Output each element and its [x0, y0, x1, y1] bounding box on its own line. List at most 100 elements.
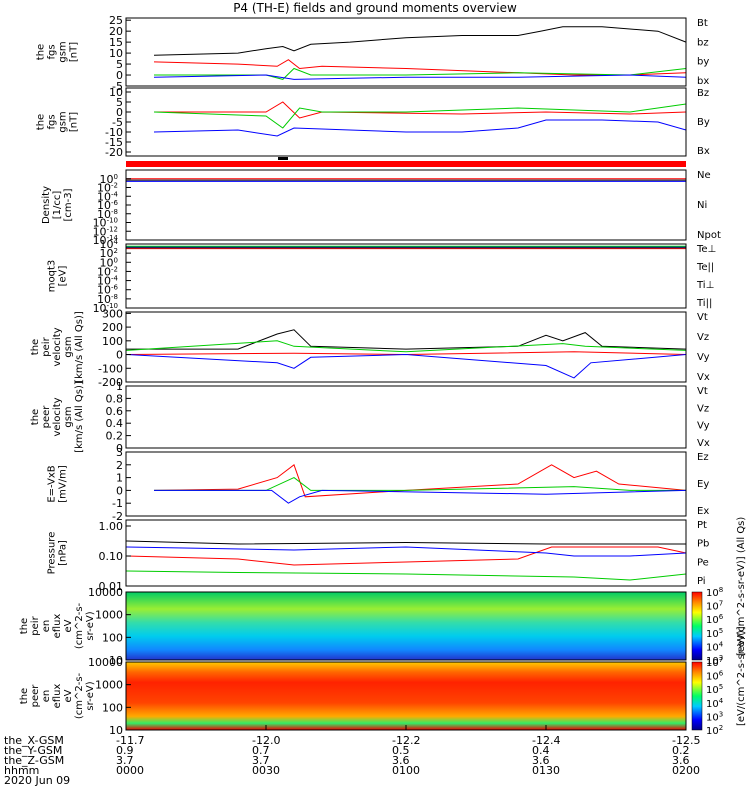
y-tick-label: 1.00: [99, 520, 124, 533]
y-axis-label: velocity: [52, 327, 63, 366]
series-Pi: [125, 546, 687, 557]
panel-frame: [125, 17, 687, 87]
series-Vx: [125, 353, 687, 379]
legend-Vy: Vy: [697, 352, 710, 363]
colorbar-tick: 106: [706, 670, 724, 683]
x-tick-label: -12.5: [672, 734, 701, 747]
y-axis-label: Pressure: [47, 532, 58, 575]
series-By: [153, 103, 687, 129]
y-axis-label: fgs: [47, 44, 58, 59]
colorbar-tick: 107: [706, 656, 723, 669]
y-tick-label: 15: [109, 36, 123, 49]
x-tick-label: 0.7: [252, 744, 270, 757]
y-axis-label: gsm: [63, 406, 74, 427]
colorbar-tick: 106: [706, 613, 724, 626]
colorbar-tick: 102: [706, 724, 723, 737]
status-mark: [278, 157, 288, 160]
x-tick-label: 0.9: [116, 744, 134, 757]
legend-bx: bx: [697, 76, 709, 87]
y-tick-label: 0.6: [106, 405, 124, 418]
y-axis-label: [1/cc]: [52, 191, 63, 220]
y-axis-label: peer: [41, 405, 52, 429]
series-Ex: [154, 489, 687, 504]
legend-Ez: Ez: [697, 452, 709, 463]
series-Bz: [154, 101, 687, 119]
y-axis-label: eflux: [52, 614, 63, 639]
panel-6: 10.80.60.40.20 the peer velocity gsm [km/s (A…: [30, 380, 710, 455]
spectrogram-10: [126, 662, 686, 730]
y-tick-label: 100: [102, 335, 123, 348]
legend-Bt: Bt: [697, 18, 708, 29]
x-tick-label: -12.2: [392, 734, 421, 747]
series-bz: [153, 59, 687, 76]
x-row-label: the_X-GSM: [4, 734, 64, 747]
y-tick-label: 5: [116, 58, 123, 71]
y-axis-label: moqt3: [47, 260, 58, 293]
y-tick-label: 10: [109, 654, 123, 667]
y-tick-label: 10000: [88, 656, 123, 669]
y-tick-label: -2: [112, 510, 123, 523]
panel-frame: [125, 591, 687, 661]
y-axis-label: Density: [41, 186, 52, 224]
y-axis-label: en: [41, 690, 52, 703]
status-bar: [126, 161, 686, 167]
y-tick-label: -200: [98, 376, 123, 389]
y-axis-label: [nPa]: [58, 540, 69, 566]
y-axis-label: peir: [41, 336, 52, 356]
x-tick-label: 0.2: [672, 744, 690, 757]
y-tick-label: 5: [116, 96, 123, 109]
panel-frame: [125, 87, 687, 157]
y-tick-label: 10: [109, 47, 123, 60]
legend-Ti||: Ti||: [696, 298, 712, 309]
x-tick-label: 0100: [392, 764, 420, 777]
series-Vy: [125, 340, 687, 353]
panel-frame: [125, 451, 687, 517]
y-tick-label: 200: [102, 321, 123, 334]
y-axis-label: eV: [63, 689, 74, 702]
legend-Vt: Vt: [697, 312, 708, 323]
colorbar-tick: 108: [706, 586, 723, 599]
colorbar-tick: 105: [706, 683, 723, 696]
legend-bz: bz: [697, 37, 709, 48]
y-axis-label: gsm: [63, 336, 74, 357]
x-tick-label: 3.6: [392, 754, 410, 767]
legend-Pe: Pe: [697, 557, 709, 568]
x-tick-label: -11.7: [116, 734, 145, 747]
x-tick-label: 3.6: [532, 754, 550, 767]
series-Ez: [153, 463, 687, 498]
y-tick-label: 10000: [88, 586, 123, 599]
x-tick-label: 3.7: [252, 754, 270, 767]
legend-Pi: Pi: [697, 576, 706, 587]
y-axis-label: [mV/m]: [58, 465, 69, 503]
y-axis-label: the: [36, 114, 47, 130]
y-tick-label: 0.01: [99, 580, 124, 593]
series-Bt: [153, 26, 687, 56]
x-row-label: the_Z-GSM: [4, 754, 65, 767]
x-tick-label: 0130: [532, 764, 560, 777]
y-axis-label: the: [36, 44, 47, 60]
y-axis-label: the: [19, 688, 30, 704]
legend-Bz: Bz: [697, 88, 709, 99]
y-axis-label: sr-eV): [85, 681, 96, 710]
y-tick-label: -15: [105, 136, 123, 149]
legend-Vx: Vx: [697, 438, 710, 449]
y-axis-label: sr-eV): [85, 611, 96, 640]
panel-frame: [125, 519, 687, 587]
colorbar-label: [eV/(cm^2-s-sr-eV)] (All Qs): [736, 517, 747, 656]
legend-Vz: Vz: [697, 332, 709, 343]
y-tick-label: 102: [100, 247, 118, 260]
legend-Ey: Ey: [697, 479, 709, 490]
y-axis-label: [km/s (All Qs)]: [74, 311, 85, 383]
y-axis-label: gsm: [58, 111, 69, 132]
y-tick-label: 1000: [95, 679, 123, 692]
y-tick-label: 20: [109, 25, 123, 38]
y-axis-label: en: [41, 620, 52, 633]
y-axis-label: (cm^2-s-: [74, 602, 85, 649]
legend-Ex: Ex: [697, 506, 709, 517]
legend-Bx: Bx: [697, 146, 710, 157]
y-tick-label: -5: [112, 80, 123, 93]
